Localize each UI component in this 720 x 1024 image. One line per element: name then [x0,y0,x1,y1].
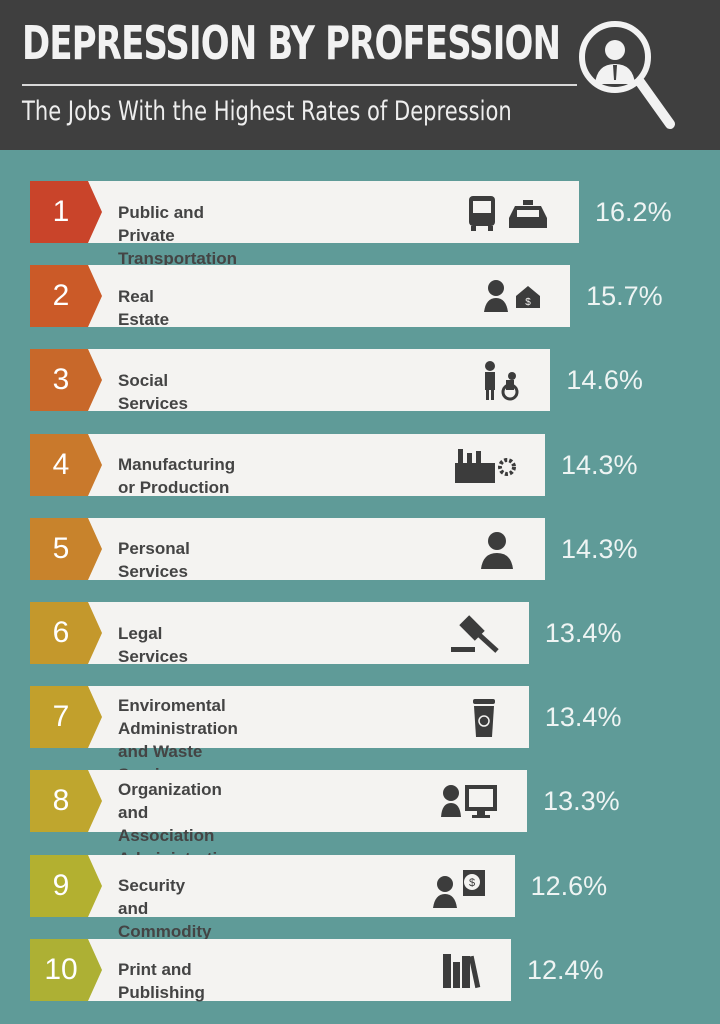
rank-badge [30,181,102,243]
rank-number: 3 [52,363,70,397]
value-label: 16.2% [595,197,672,227]
value-label: 13.4% [544,618,622,648]
rank-number: 1 [52,195,70,228]
category-label-line: Organization and Association [118,780,222,846]
value-label: 15.7% [586,281,663,312]
rank-badge [30,770,102,833]
bar [88,938,511,1001]
rank-badge [30,517,102,580]
category-label-line: Print and Publishing [118,960,205,1003]
value-label: 14.6% [566,365,643,396]
bar [88,349,551,412]
rank-badge [30,349,102,412]
bus-taxi-icon [469,196,548,231]
factory-gear-icon [455,448,516,483]
category-label-line: Legal Services [118,623,188,666]
category-label-line: Personal Services [118,539,190,582]
rank-number: 6 [52,616,70,649]
bar [88,602,529,664]
value-label: 12.6% [530,870,608,901]
admin-computer-icon [441,785,498,819]
bar [88,517,545,580]
recycle-bin-icon [472,699,495,738]
category-label: Social Services [118,369,188,415]
category-label-line: Real Estate [118,286,170,329]
category-label: Personal Services [118,537,190,583]
rank-number: 5 [52,531,70,565]
rank-badge [30,602,102,664]
category-label: Public and Private Transportation [118,201,237,270]
caregiver-wheelchair-icon [485,361,519,401]
divider [22,84,577,86]
rank-badge [30,938,102,1001]
magnifier-businessman-icon [579,21,675,129]
svg-text:$: $ [525,297,531,308]
category-label-line: Social Services [118,370,188,413]
bar [88,770,528,833]
rank-badge [30,265,102,328]
bar [88,686,529,749]
broker-coins-icon: $ [432,869,485,908]
bar [88,181,580,243]
value-label: 13.4% [544,702,622,733]
books-icon [443,953,481,988]
page-title: DEPRESSION BY PROFESSION [22,16,561,70]
rank-badge [30,433,102,496]
value-label: 14.3% [561,449,638,480]
category-label: Legal Services [118,622,188,668]
chart-area: 1 Public and Private Transportation 16.2% 2… [0,150,720,1024]
svg-text:$: $ [469,877,475,889]
category-label-line: Manufacturing or Production [118,455,236,498]
header: DEPRESSION BY PROFESSION The Jobs With t… [0,0,720,150]
value-label: 14.3% [561,533,638,564]
category-label: Real Estate [118,285,169,331]
rank-number: 10 [44,952,78,986]
rank-number: 4 [52,447,70,481]
agent-house-icon: $ [484,280,541,313]
value-label: 12.4% [527,954,604,985]
rank-number: 8 [52,784,70,818]
category-label-line: Public and Private Transportation [118,202,238,268]
service-person-icon [481,531,513,569]
rank-number: 7 [52,700,70,734]
value-label: 13.3% [543,786,620,817]
category-label: Manufacturing or Production [118,453,235,499]
rank-number: 9 [52,868,70,902]
category-label: Print and Publishing [118,958,205,1004]
category-label-line: Enviromental Administration [118,696,238,739]
page-subtitle: The Jobs With the Highest Rates of Depre… [22,96,512,127]
bar [88,265,571,328]
rank-number: 2 [52,279,70,313]
rank-badge [30,854,102,917]
gavel-icon [450,615,499,653]
rank-badge [30,686,102,749]
